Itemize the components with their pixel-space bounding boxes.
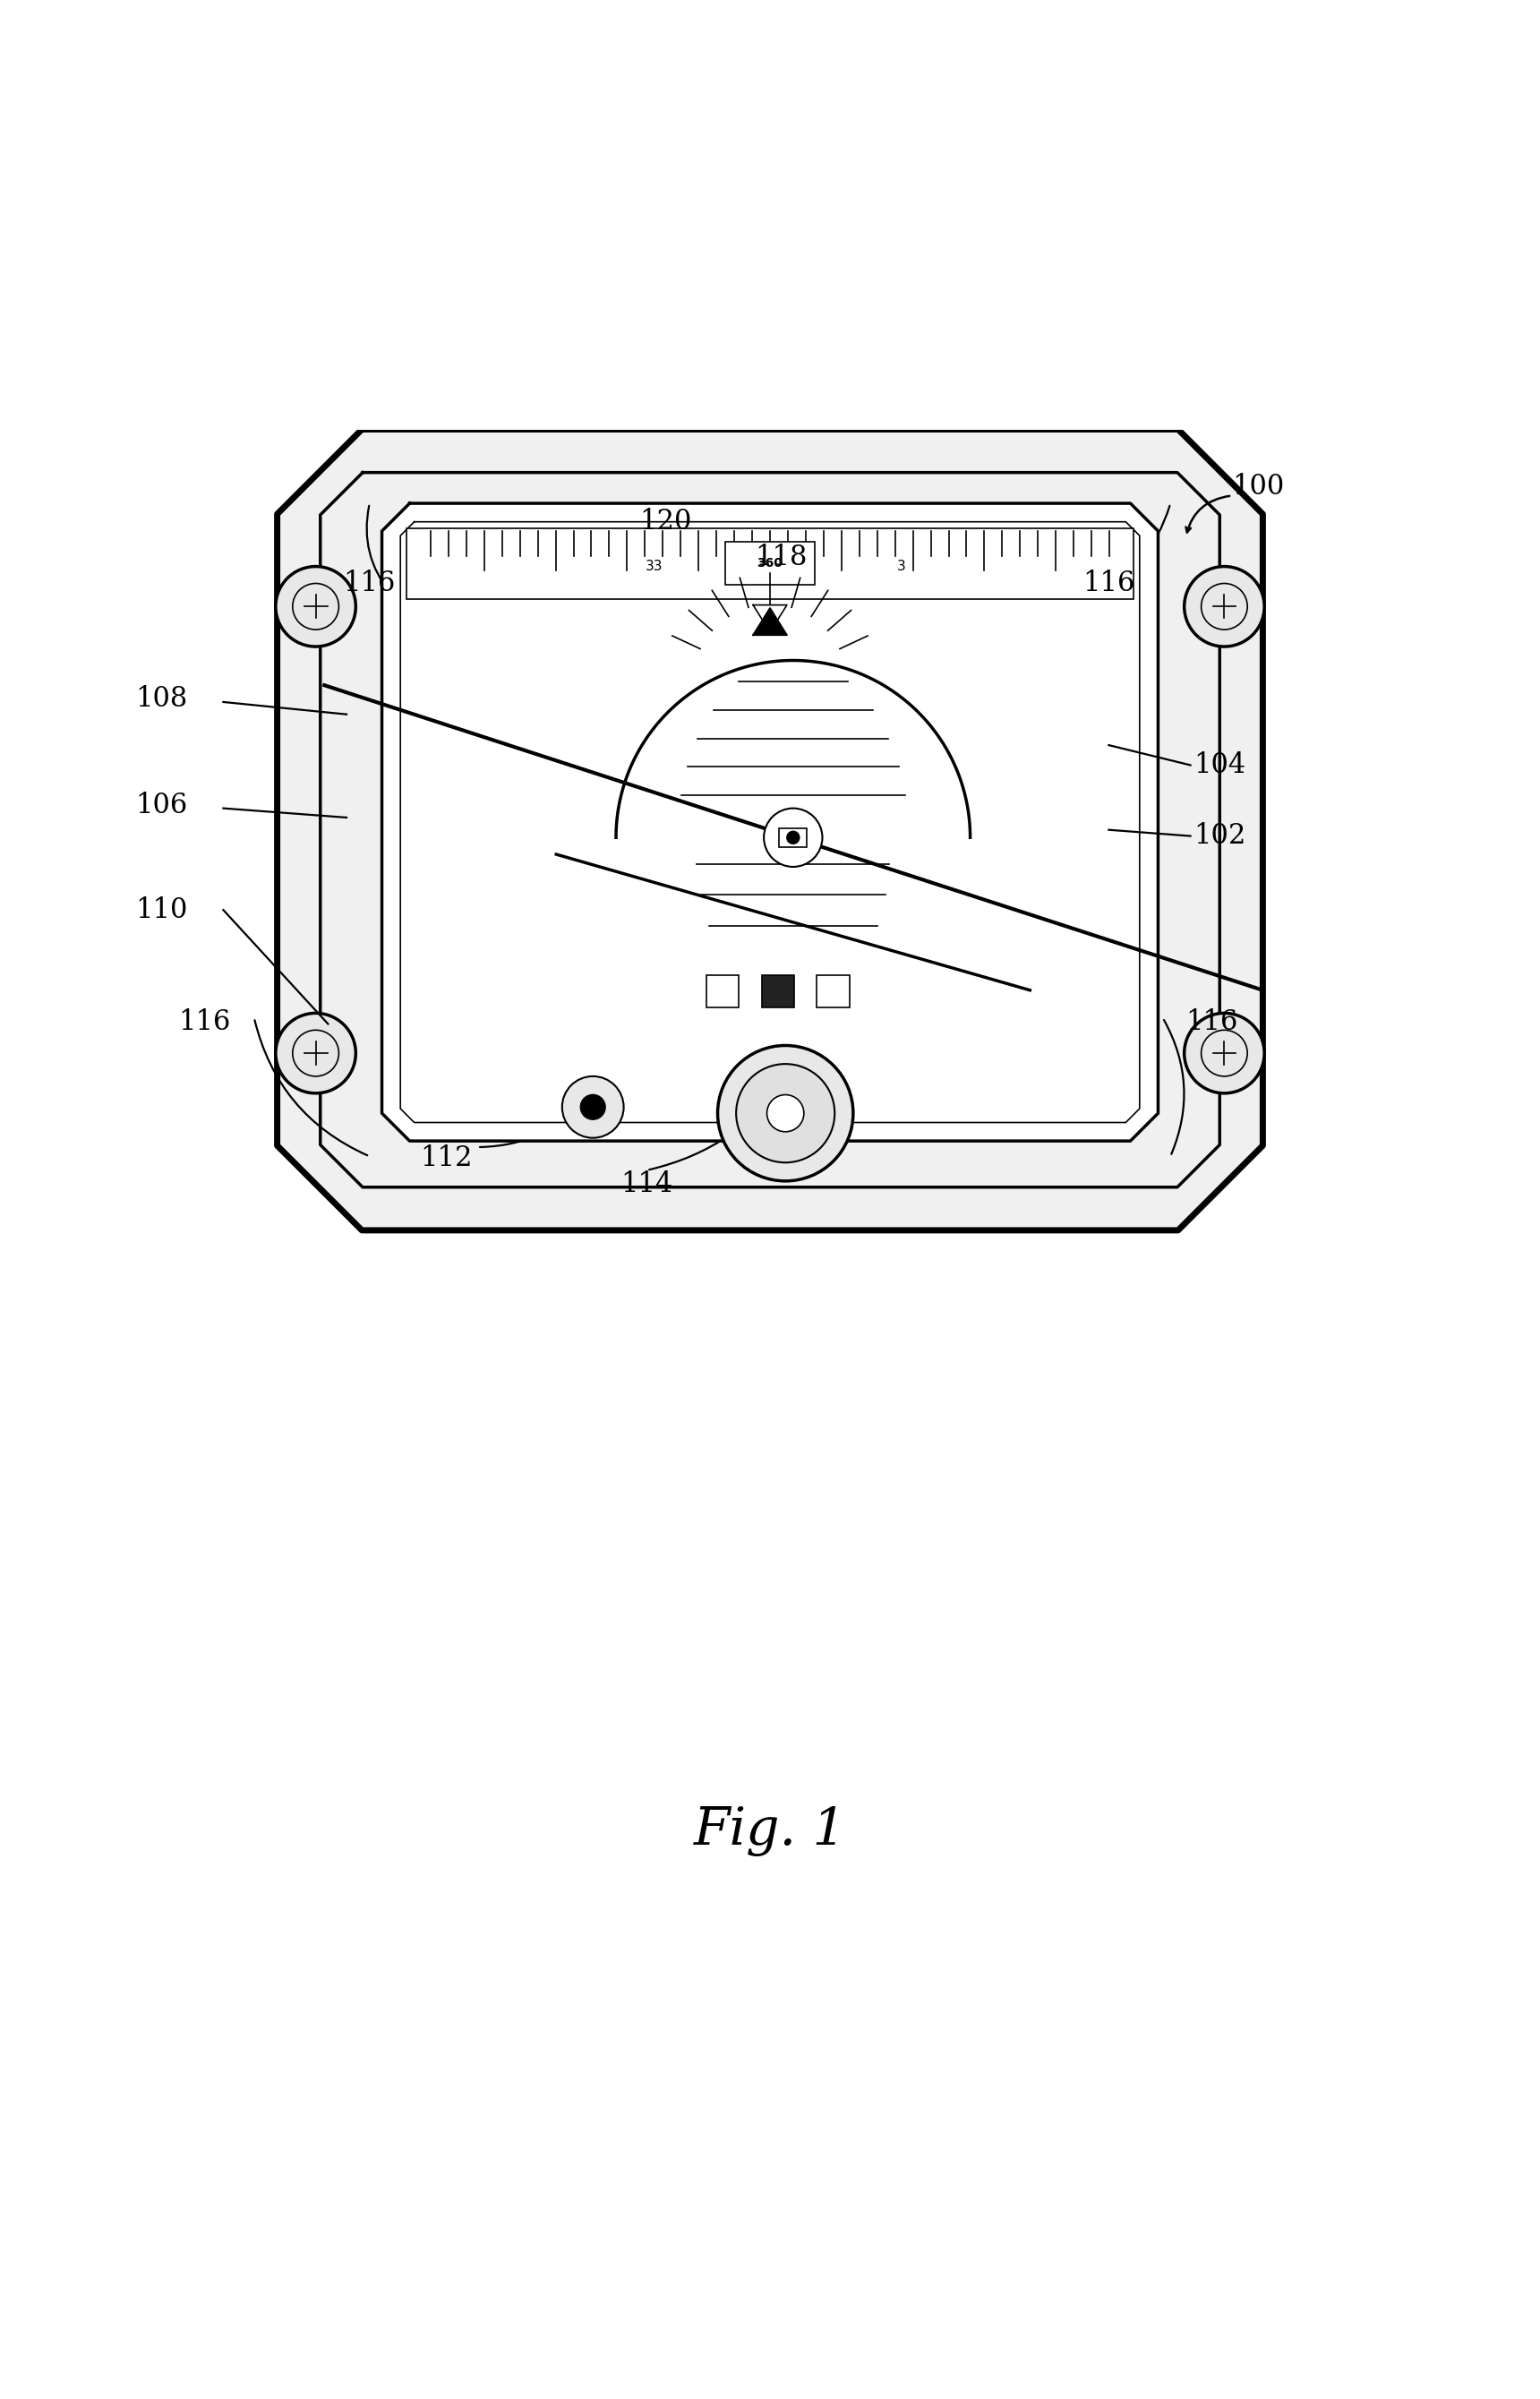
Text: 116: 116 bbox=[179, 1008, 231, 1036]
Text: 116: 116 bbox=[1083, 569, 1135, 597]
Text: 108: 108 bbox=[136, 686, 188, 713]
Circle shape bbox=[767, 1094, 804, 1132]
Circle shape bbox=[276, 1012, 356, 1094]
FancyBboxPatch shape bbox=[725, 542, 815, 585]
Circle shape bbox=[764, 808, 822, 866]
Text: 360: 360 bbox=[758, 557, 782, 569]
FancyBboxPatch shape bbox=[779, 828, 807, 847]
Text: 112: 112 bbox=[420, 1144, 473, 1171]
Text: 116: 116 bbox=[343, 569, 396, 597]
Circle shape bbox=[562, 1077, 624, 1137]
Text: 120: 120 bbox=[639, 509, 691, 535]
Text: 100: 100 bbox=[1232, 473, 1284, 501]
Circle shape bbox=[1184, 1012, 1264, 1094]
FancyBboxPatch shape bbox=[407, 528, 1133, 600]
Circle shape bbox=[581, 1094, 605, 1120]
Text: 116: 116 bbox=[1186, 1008, 1238, 1036]
Text: 104: 104 bbox=[1194, 751, 1246, 780]
Text: 110: 110 bbox=[136, 897, 188, 924]
Circle shape bbox=[736, 1065, 835, 1164]
Text: 102: 102 bbox=[1194, 823, 1246, 849]
Circle shape bbox=[1184, 566, 1264, 648]
FancyBboxPatch shape bbox=[705, 976, 739, 1008]
Circle shape bbox=[718, 1046, 853, 1180]
Text: 114: 114 bbox=[621, 1171, 673, 1197]
Polygon shape bbox=[382, 504, 1158, 1142]
Circle shape bbox=[276, 566, 356, 648]
Polygon shape bbox=[400, 523, 1140, 1123]
FancyBboxPatch shape bbox=[761, 976, 795, 1008]
Polygon shape bbox=[753, 607, 787, 636]
Polygon shape bbox=[753, 605, 787, 631]
Text: 3: 3 bbox=[896, 559, 906, 573]
Text: 106: 106 bbox=[136, 792, 188, 818]
FancyBboxPatch shape bbox=[818, 976, 850, 1008]
Circle shape bbox=[787, 832, 799, 844]
Text: 33: 33 bbox=[645, 559, 664, 573]
Polygon shape bbox=[331, 391, 1209, 429]
Polygon shape bbox=[277, 429, 1263, 1231]
Text: Fig. 1: Fig. 1 bbox=[693, 1806, 847, 1857]
Text: 118: 118 bbox=[755, 542, 807, 571]
